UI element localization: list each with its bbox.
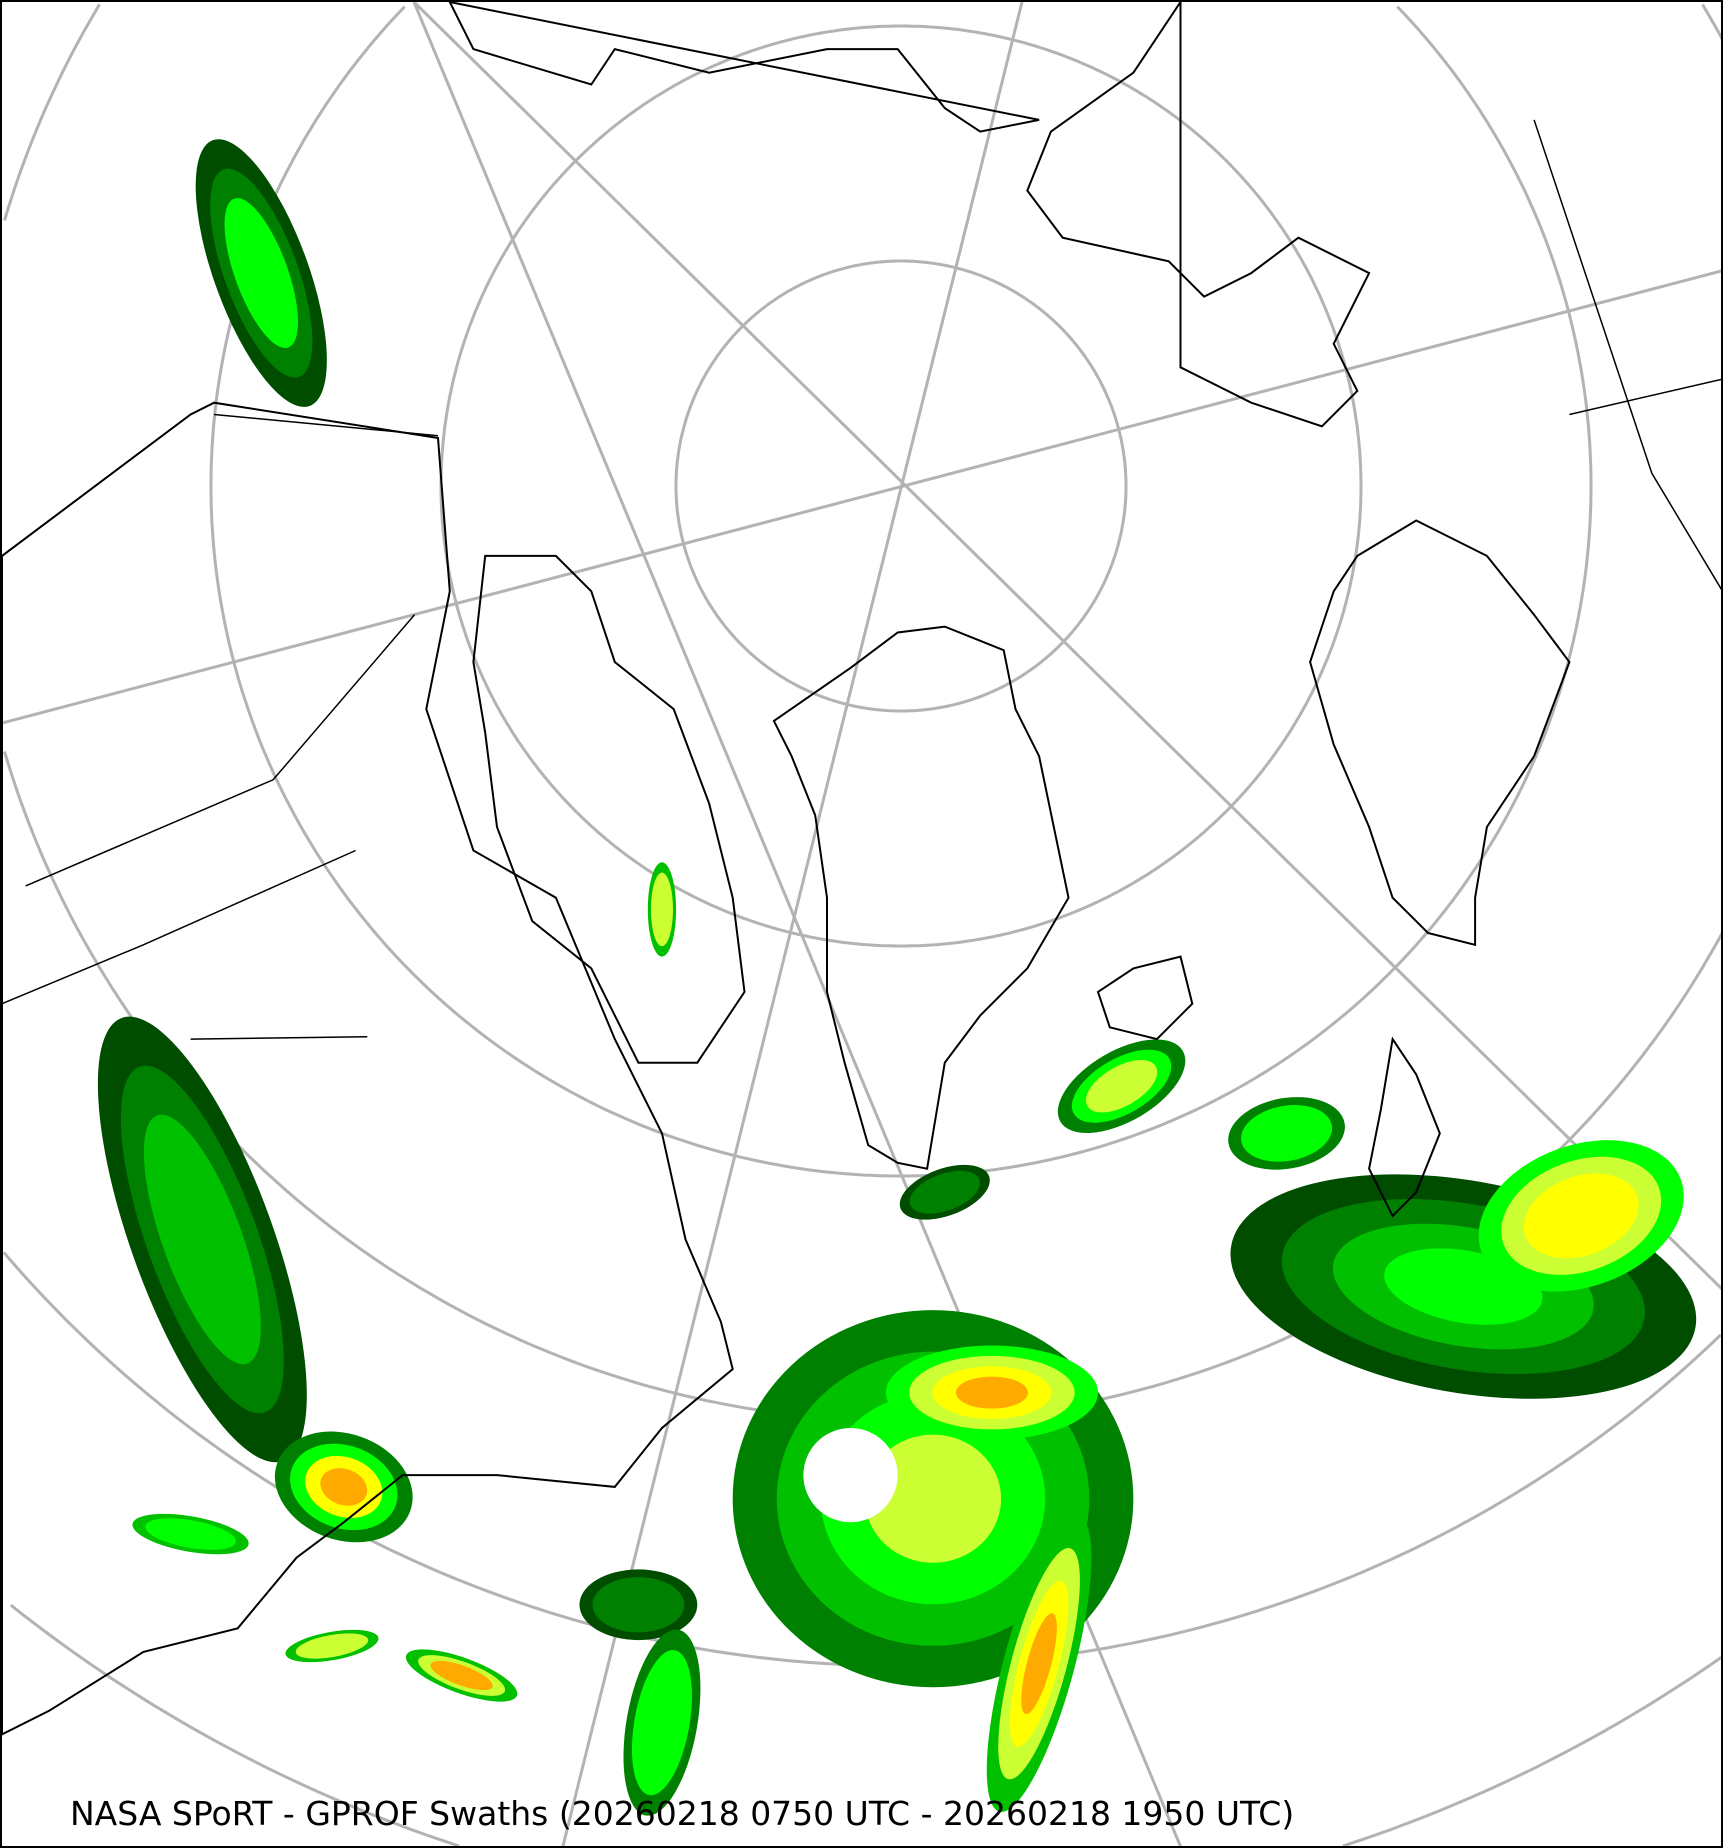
latitude-circle bbox=[209, 5, 1593, 1178]
border-line bbox=[1569, 378, 1721, 416]
coastline bbox=[772, 625, 1070, 1170]
coastline bbox=[448, 2, 1040, 133]
precip-area bbox=[224, 198, 298, 349]
coastline bbox=[1368, 1036, 1441, 1218]
precip-area bbox=[1523, 1173, 1639, 1259]
precip-area bbox=[1085, 1060, 1158, 1113]
precip-area bbox=[864, 1434, 1002, 1563]
coastlines bbox=[2, 2, 1721, 1736]
precip-area bbox=[1241, 1105, 1333, 1162]
meridian-line bbox=[561, 2, 1024, 1846]
meridian-line bbox=[2, 269, 1721, 725]
precip-area bbox=[145, 1518, 236, 1550]
precip-area bbox=[143, 1114, 261, 1365]
coastline bbox=[1309, 519, 1571, 947]
coastline bbox=[2, 401, 734, 1736]
precip-area bbox=[1021, 1613, 1057, 1715]
storm-eye bbox=[803, 1427, 898, 1523]
map-caption: NASA SPoRT - GPROF Swaths (20260218 0750… bbox=[70, 1794, 1295, 1833]
precipitation-swaths bbox=[97, 139, 1697, 1816]
border-line bbox=[2, 849, 356, 1005]
precip-area bbox=[592, 1577, 685, 1633]
meridian-line bbox=[412, 2, 1721, 1291]
precip-area bbox=[320, 1468, 368, 1506]
precip-area bbox=[295, 1633, 369, 1659]
precip-area bbox=[955, 1376, 1029, 1409]
precip-area bbox=[430, 1660, 493, 1691]
border-line bbox=[190, 1035, 368, 1040]
precip-area bbox=[650, 872, 673, 947]
coastline bbox=[1026, 2, 1371, 428]
latitude-circle bbox=[674, 259, 1128, 713]
border-line bbox=[1533, 119, 1721, 591]
coastline bbox=[472, 554, 746, 1064]
precip-area bbox=[631, 1650, 692, 1796]
coastline bbox=[1096, 955, 1194, 1041]
precip-area bbox=[909, 1170, 980, 1214]
latitude-circle bbox=[9, 1603, 1721, 1846]
border-line bbox=[214, 413, 439, 437]
border-line bbox=[25, 614, 416, 887]
